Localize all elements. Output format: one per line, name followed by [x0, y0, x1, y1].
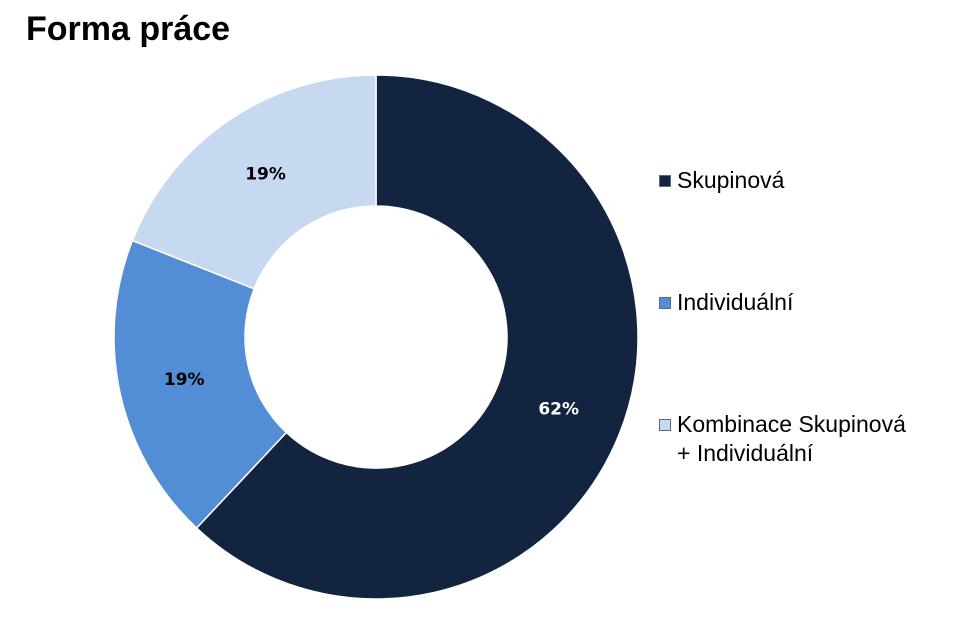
chart-title: Forma práce — [26, 10, 231, 48]
legend-item-kombinace: Kombinace Skupinová + Individuální — [659, 410, 947, 468]
legend-swatch-individualni — [659, 297, 671, 309]
legend-swatch-kombinace — [659, 419, 671, 431]
donut-slice-2 — [131, 74, 377, 290]
legend-label-skupinova: Skupinová — [677, 167, 785, 193]
donut-slice-0 — [195, 74, 639, 600]
legend-item-skupinova: Skupinová — [659, 166, 947, 195]
legend-swatch-skupinova — [659, 175, 671, 187]
legend-label-individualni: Individuální — [677, 289, 794, 315]
slice-label-1: 19% — [164, 370, 205, 390]
slice-label-2: 19% — [245, 164, 286, 184]
slice-label-0: 62% — [538, 399, 579, 419]
donut-slice-1 — [113, 239, 288, 530]
legend-item-individualni: Individuální — [659, 288, 947, 317]
legend-label-kombinace: Kombinace Skupinová + Individuální — [677, 411, 906, 466]
